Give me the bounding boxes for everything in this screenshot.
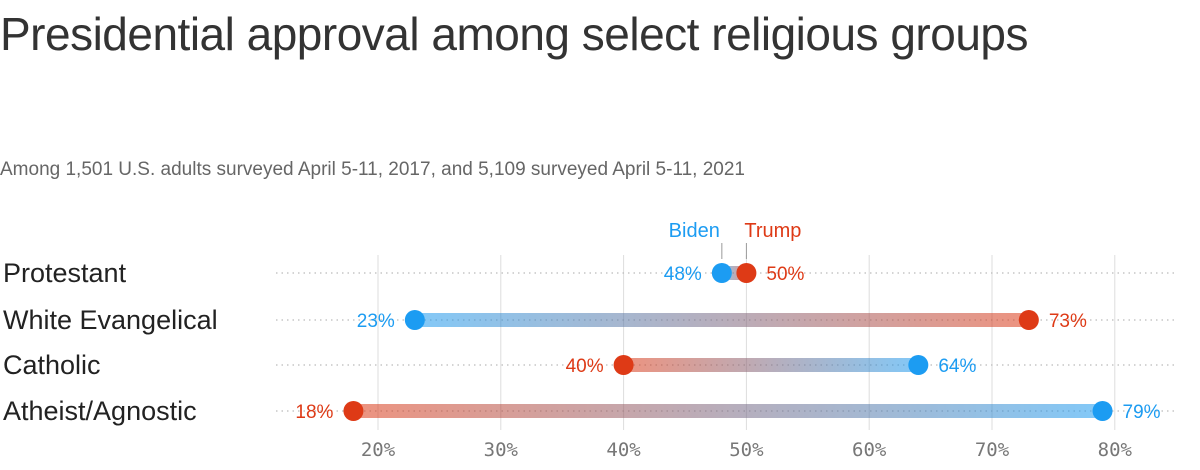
trump-value-label: 18%	[295, 402, 333, 423]
biden-dot	[711, 263, 732, 283]
range-bar	[623, 358, 919, 372]
x-tick-label: 20%	[361, 439, 396, 461]
category-label: White Evangelical	[3, 305, 218, 335]
biden-value-label: 79%	[1123, 402, 1161, 423]
trump-value-label: 73%	[1049, 311, 1087, 332]
x-tick-label: 80%	[1098, 439, 1133, 461]
biden-dot	[908, 355, 929, 375]
x-tick-label: 40%	[606, 439, 641, 461]
trump-dot	[736, 263, 757, 283]
trump-value-label: 50%	[766, 264, 804, 285]
legend-biden: Biden	[669, 220, 720, 242]
trump-dot	[1018, 310, 1039, 330]
range-bar	[414, 313, 1029, 327]
x-tick-label: 60%	[852, 439, 887, 461]
category-label: Catholic	[3, 350, 101, 380]
trump-dot	[613, 355, 634, 375]
range-bar	[353, 404, 1103, 418]
chart-title: Presidential approval among select relig…	[0, 8, 1029, 60]
x-tick-label: 70%	[975, 439, 1010, 461]
biden-dot	[404, 310, 425, 330]
x-tick-label: 30%	[484, 439, 519, 461]
trump-value-label: 40%	[566, 356, 604, 377]
legend-trump: Trump	[744, 220, 801, 242]
biden-value-label: 64%	[938, 356, 976, 377]
category-label: Atheist/Agnostic	[3, 396, 197, 426]
biden-dot	[1092, 401, 1113, 421]
x-tick-label: 50%	[729, 439, 764, 461]
category-label: Protestant	[3, 258, 127, 288]
biden-value-label: 48%	[664, 264, 702, 285]
chart-subtitle: Among 1,501 U.S. adults surveyed April 5…	[0, 159, 745, 180]
biden-value-label: 23%	[357, 311, 395, 332]
trump-dot	[343, 401, 364, 421]
